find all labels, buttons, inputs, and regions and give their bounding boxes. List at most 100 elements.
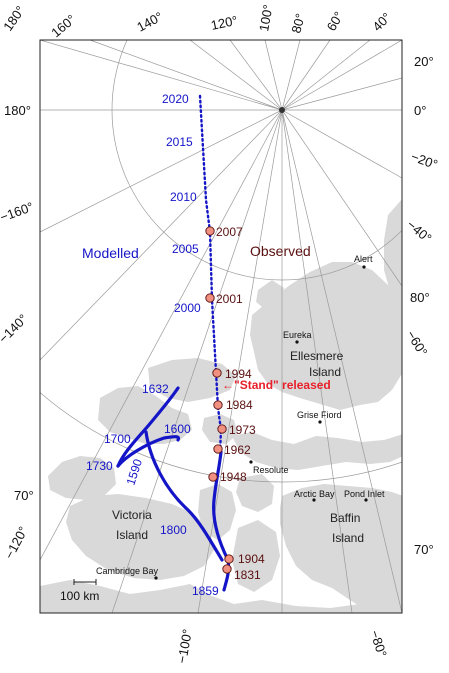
observed-year-label: 1831	[234, 568, 261, 582]
modelled-year-label: 1590	[124, 457, 146, 487]
observed-marker-1984	[213, 400, 223, 410]
modelled-year-label: 2005	[172, 242, 199, 256]
place-label-resolute: Resolute	[253, 465, 289, 475]
latitude-circle-70	[40, 392, 402, 483]
lon-label: −20°	[409, 149, 440, 172]
land-bathurst	[148, 358, 236, 402]
place-label-arctic-bay: Arctic Bay	[294, 489, 335, 499]
observed-marker-1962	[213, 444, 223, 454]
observed-year-label: 2007	[216, 225, 243, 239]
modelled-year-label: 1800	[160, 523, 187, 537]
place-marker-cambridge-bay	[154, 576, 158, 580]
place-marker-resolute	[249, 460, 253, 464]
lon-label: −60°	[403, 328, 430, 359]
modelled-track-segment	[144, 430, 224, 562]
island-label-ellesmere: Ellesmere	[290, 349, 344, 363]
lon-label: −160°	[0, 199, 35, 225]
land-banks	[48, 456, 116, 500]
land-ellesmere	[250, 262, 402, 410]
lon-label: 0°	[414, 103, 426, 118]
stand-released-annotation: ←"Stand" released	[222, 378, 331, 392]
island-label-victoria-2: Island	[116, 528, 148, 542]
place-label-cambridge-bay: Cambridge Bay	[96, 566, 159, 576]
modelled-year-label: 2020	[162, 92, 189, 106]
observed-year-label: 1962	[224, 443, 251, 457]
lon-label: 60°	[324, 9, 347, 34]
land-devon	[232, 432, 402, 470]
lon-label: 100°	[256, 3, 275, 32]
observed-year-label: 2001	[216, 292, 243, 306]
place-marker-arctic-bay	[312, 498, 316, 502]
lat-label: 70°	[14, 488, 34, 503]
modelled-year-labels: 2020 2015 2010 2005 2000 1632 1700 1600 …	[86, 92, 219, 598]
land-somerset	[236, 474, 274, 512]
island-label-baffin: Baffin	[330, 511, 360, 525]
land-melville	[98, 386, 192, 444]
place-label-grise-fiord: Grise Fiord	[297, 410, 342, 420]
land-mainland	[40, 580, 380, 613]
observed-marker-2007	[205, 226, 215, 236]
modelled-year-label: 1700	[104, 432, 131, 446]
observed-marker-1904	[224, 554, 234, 564]
lon-label: −40°	[404, 217, 435, 246]
island-label-victoria: Victoria	[112, 508, 152, 522]
land-baffin	[280, 484, 402, 613]
lon-label: 160°	[48, 12, 78, 41]
observed-year-label: 1904	[238, 552, 265, 566]
lon-label: 40°	[370, 10, 395, 35]
modelled-track-segment	[212, 450, 231, 592]
observed-markers	[205, 226, 234, 574]
observed-marker-1831	[222, 564, 232, 574]
north-pole-marker	[279, 107, 285, 113]
observed-year-label: 1948	[220, 470, 247, 484]
island-label-baffin-2: Island	[332, 531, 364, 545]
land-axel-heiberg	[256, 280, 284, 310]
island-labels: Ellesmere Island Victoria Island Baffin …	[112, 349, 364, 545]
observed-marker-1948	[208, 472, 218, 482]
modelled-year-label: 1859	[192, 584, 219, 598]
land-boothia	[232, 520, 280, 592]
modelled-year-label: 1730	[86, 459, 113, 473]
land-victoria	[66, 494, 214, 580]
observed-year-labels: 2007 2001 1994 1984 1973 1962 1948 1904 …	[216, 225, 265, 582]
lon-label: 20°	[414, 54, 434, 69]
lon-label: 120°	[210, 13, 239, 33]
place-marker-pond-inlet	[364, 498, 368, 502]
modelled-track-segment	[116, 435, 181, 468]
place-label-eureka: Eureka	[283, 330, 312, 340]
lon-label: −80°	[367, 628, 390, 659]
graticule	[40, 40, 402, 613]
lon-label: 140°	[134, 9, 165, 35]
land-prince-of-wales	[198, 484, 236, 540]
lon-label: 80°	[288, 12, 308, 35]
modelled-year-label: 2015	[166, 135, 193, 149]
place-label-alert: Alert	[354, 254, 373, 264]
land-greenland	[384, 199, 402, 311]
observed-year-label: 1994	[225, 367, 252, 381]
observed-marker-2001	[205, 293, 215, 303]
observed-year-label: 1984	[226, 398, 253, 412]
lon-label: −120°	[1, 524, 30, 561]
observed-marker-1994	[212, 368, 222, 378]
place-marker-grise-fiord	[318, 420, 322, 424]
modelled-year-label: 1600	[164, 422, 191, 436]
modelled-year-label: 2000	[174, 301, 201, 315]
place-marker-eureka	[295, 340, 299, 344]
modelled-year-label: 2010	[170, 190, 197, 204]
modelled-label: Modelled	[82, 245, 139, 261]
scale-bar-label: 100 km	[60, 589, 99, 603]
scale-bar: 100 km	[60, 579, 99, 603]
place-labels: Alert Eureka Grise Fiord Resolute Arctic…	[96, 254, 385, 580]
observed-label: Observed	[250, 243, 311, 259]
lat-label: 80°	[410, 290, 430, 305]
land-layer	[40, 199, 402, 613]
place-label-pond-inlet: Pond Inlet	[344, 489, 385, 499]
modelled-track-segment	[116, 386, 180, 468]
observed-year-label: 1973	[229, 423, 256, 437]
island-label-ellesmere-2: Island	[309, 365, 341, 379]
lon-label: −140°	[0, 311, 31, 346]
lat-label: 70°	[414, 542, 434, 557]
lon-label: 180°	[4, 103, 31, 118]
place-marker-alert	[362, 265, 366, 269]
